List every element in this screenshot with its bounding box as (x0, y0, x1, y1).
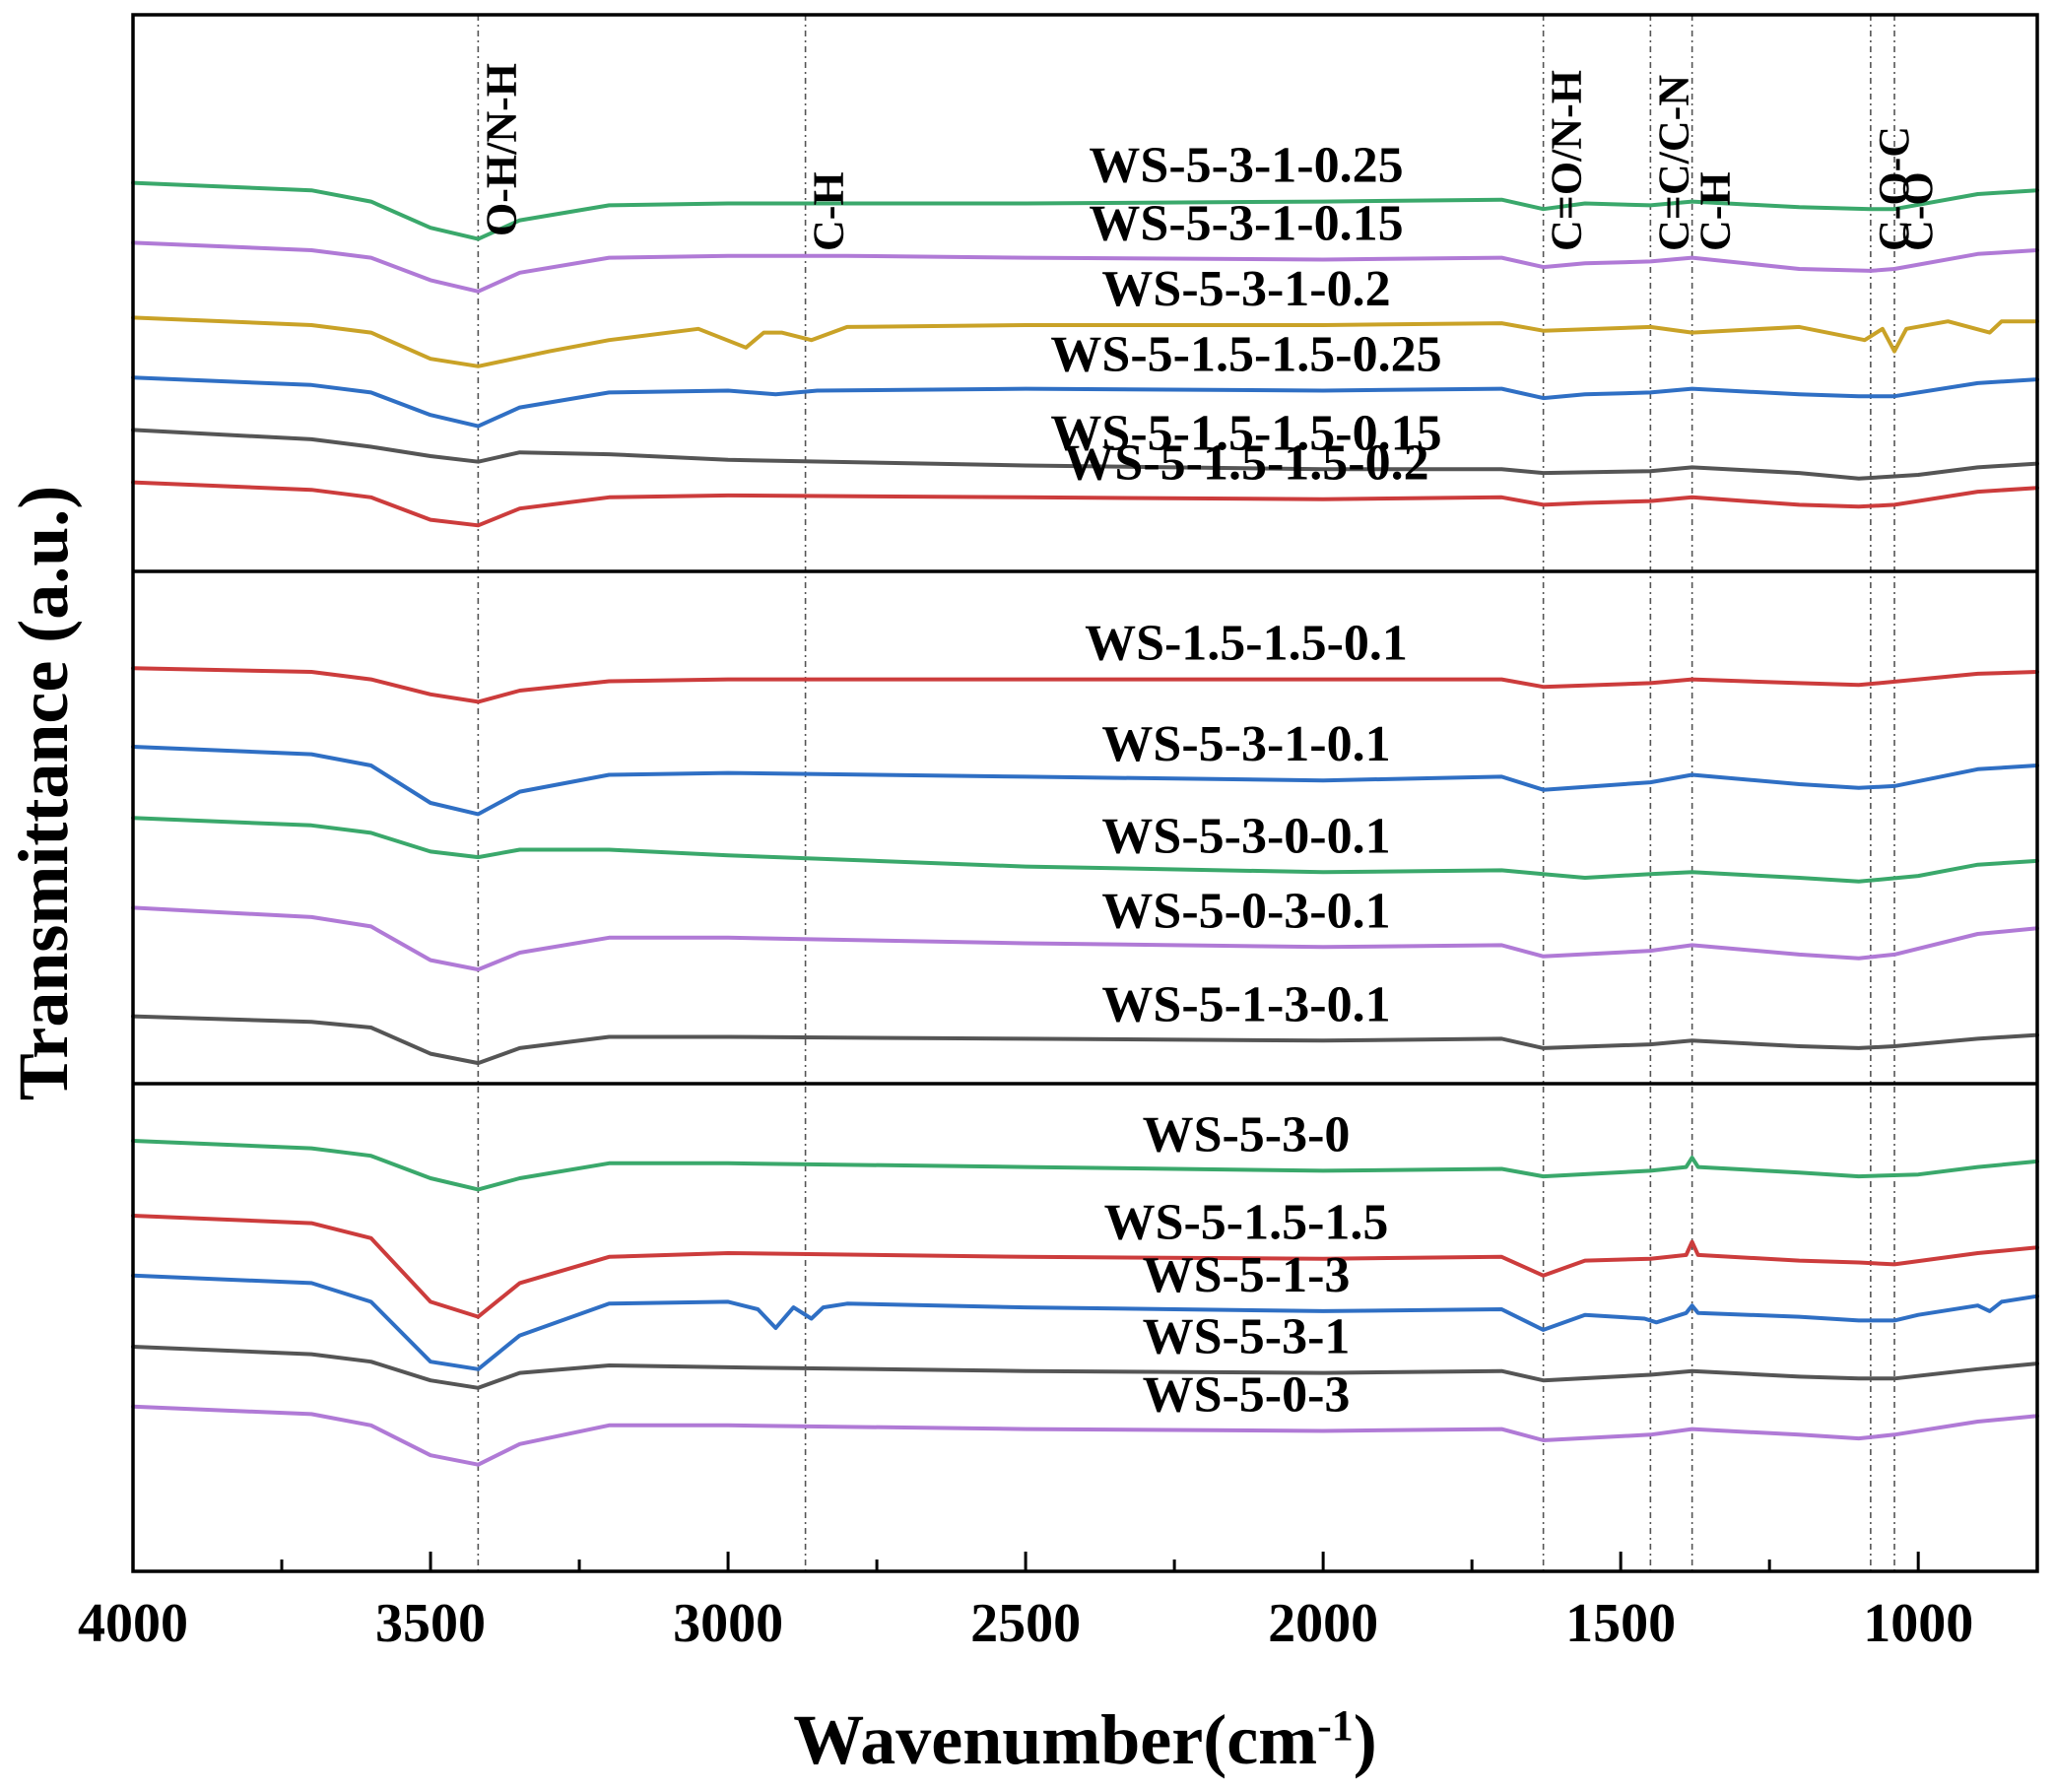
series-line-WS-5-1-3-0.1 (131, 1014, 2039, 1066)
series-label: WS-5-3-0 (1143, 1106, 1351, 1162)
series-line-WS-5-1.5-1.5-0.2 (131, 480, 2039, 528)
series-label: WS-5-1.5-1.5 (1104, 1195, 1389, 1251)
series-line-WS-5-3-1 (131, 1345, 2039, 1390)
series-label: WS-5-0-3 (1143, 1367, 1351, 1424)
peak-label: O-H/N-H (477, 63, 525, 236)
series-label: WS-5-3-1-0.15 (1089, 196, 1403, 252)
x-axis-title-superscript: -1 (1317, 1701, 1354, 1750)
series-line-WS-5-3-1-0.25 (131, 180, 2039, 241)
series-line-WS-5-3-1-0.2 (131, 315, 2039, 368)
x-tick-label: 2500 (970, 1593, 1081, 1654)
series-label: WS-5-0-3-0.1 (1101, 883, 1390, 939)
series-line-WS-1.5-1.5-0.1 (131, 666, 2039, 704)
series-line-WS-5-3-0-0.1 (131, 816, 2039, 884)
series-line-WS-5-3-1-0.1 (131, 745, 2039, 817)
peak-labels: O-H/N-H C-H C=O/N-H C=C/C-NC-H C-O-CC-O (477, 63, 1942, 251)
plot-border (131, 13, 2039, 1573)
x-axis-title-main: Wavenumber(cm (793, 1700, 1317, 1779)
series-label: WS-5-1-3 (1143, 1247, 1351, 1303)
peak-label: C-H (1691, 171, 1740, 251)
series-label: WS-5-1.5-1.5-0.25 (1050, 327, 1441, 383)
x-tick-label: 4000 (78, 1593, 188, 1654)
series-label: WS-1.5-1.5-0.1 (1085, 616, 1408, 672)
x-tick-label: 3500 (375, 1593, 486, 1654)
series-label: WS-5-3-0-0.1 (1101, 808, 1390, 864)
series-line-WS-5-1.5-1.5 (131, 1214, 2039, 1319)
series-label: WS-5-1-3-0.1 (1101, 976, 1390, 1032)
y-axis-title: Transmittance (a.u.) (4, 486, 83, 1101)
series-label: WS-5-3-1-0.25 (1089, 138, 1403, 194)
peak-label: C-H (805, 171, 853, 251)
series-line-WS-5-1.5-1.5-0.25 (131, 375, 2039, 429)
x-axis-title-suffix: ) (1354, 1700, 1377, 1779)
x-tick-label: 3000 (673, 1593, 783, 1654)
x-tick-label: 1500 (1565, 1593, 1676, 1654)
peak-label: C-O-C (1870, 126, 1918, 251)
series-line-WS-5-1.5-1.5-0.15 (131, 428, 2039, 481)
x-axis-title: Wavenumber(cm-1) (793, 1700, 1377, 1779)
plot-frame (131, 13, 2039, 1573)
series-label: WS-5-1.5-1.5-0.2 (1063, 435, 1428, 492)
series-label: WS-5-3-1 (1143, 1309, 1351, 1365)
series-line-WS-5-3-0 (131, 1139, 2039, 1192)
x-tick-label: 2000 (1268, 1593, 1378, 1654)
series-label: WS-5-1.5-1.5-0.15 (1050, 405, 1441, 461)
peak-label: C-O (1893, 171, 1942, 251)
series-label: WS-5-3-1-0.2 (1101, 261, 1390, 317)
series-label: WS-5-3-1-0.1 (1101, 716, 1390, 772)
x-tick-label: 1000 (1863, 1593, 1973, 1654)
series-line-WS-5-3-1-0.15 (131, 240, 2039, 294)
series-layer (131, 180, 2039, 1467)
series-line-WS-5-0-3 (131, 1404, 2039, 1467)
series-line-WS-5-0-3-0.1 (131, 905, 2039, 972)
x-axis-ticks: 4000 3500 3000 2500 2000 1500 1000 (78, 1552, 1973, 1654)
reference-lines (477, 15, 1895, 1571)
series-line-WS-5-1-3 (131, 1273, 2039, 1371)
peak-label: C=O/N-H (1543, 70, 1591, 251)
peak-label: C=C/C-N (1649, 75, 1697, 251)
